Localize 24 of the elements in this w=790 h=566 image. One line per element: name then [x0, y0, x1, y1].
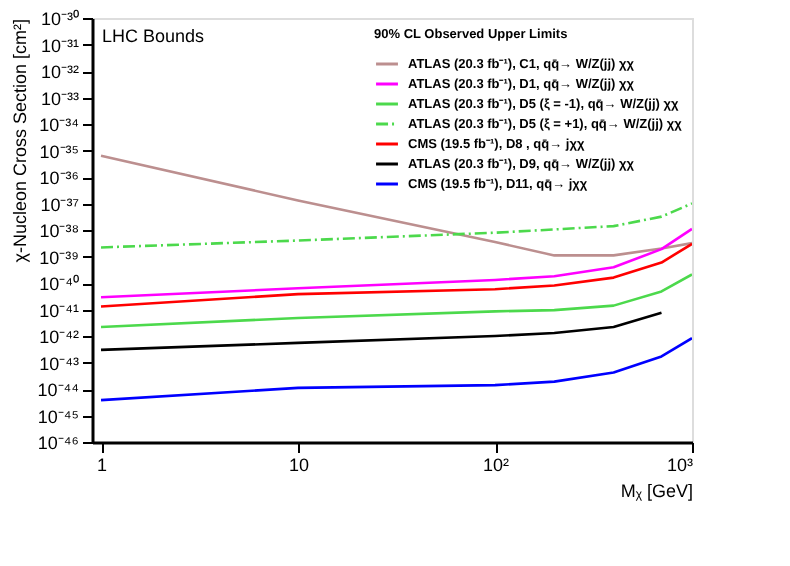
y-tick-label: 10⁻⁴⁰: [39, 274, 79, 294]
x-tick-label: 10²: [482, 455, 510, 475]
y-tick-label: 10⁻⁴³: [39, 353, 80, 374]
y-tick-label: 10⁻³⁶: [39, 168, 80, 188]
x-tick-label: 10: [288, 455, 310, 475]
y-tick-label: 10⁻³⁸: [39, 221, 80, 241]
y-tick-label: 10⁻⁴¹: [39, 300, 80, 321]
y-tick-label: 10⁻⁴⁶: [37, 433, 80, 453]
y-tick-label: 10⁻⁴⁴: [37, 380, 80, 400]
y-tick-label: 10⁻⁴⁵: [37, 406, 80, 427]
y-tick-label: 10⁻³³: [40, 88, 79, 109]
y-tick-label: 10⁻³⁰: [40, 9, 79, 29]
y-tick-label: 10⁻³⁹: [39, 247, 80, 268]
y-axis-title: χ-Nucleon Cross Section [cm²]: [9, 19, 30, 263]
annotation: LHC Bounds: [102, 26, 206, 46]
y-tick-label: 10⁻³⁷: [40, 194, 79, 215]
x-tick-label: 10³: [666, 455, 693, 475]
x-axis-title: Mᵪ [GeV]: [620, 481, 693, 501]
x-tick-label: 1: [97, 455, 108, 475]
y-tick-label: 10⁻⁴²: [39, 327, 80, 347]
y-tick-label: 10⁻³¹: [40, 35, 79, 56]
y-tick-label: 10⁻³⁵: [39, 141, 80, 162]
y-tick-label: 10⁻³²: [40, 62, 79, 82]
y-tick-label: 10⁻³⁴: [39, 115, 80, 135]
